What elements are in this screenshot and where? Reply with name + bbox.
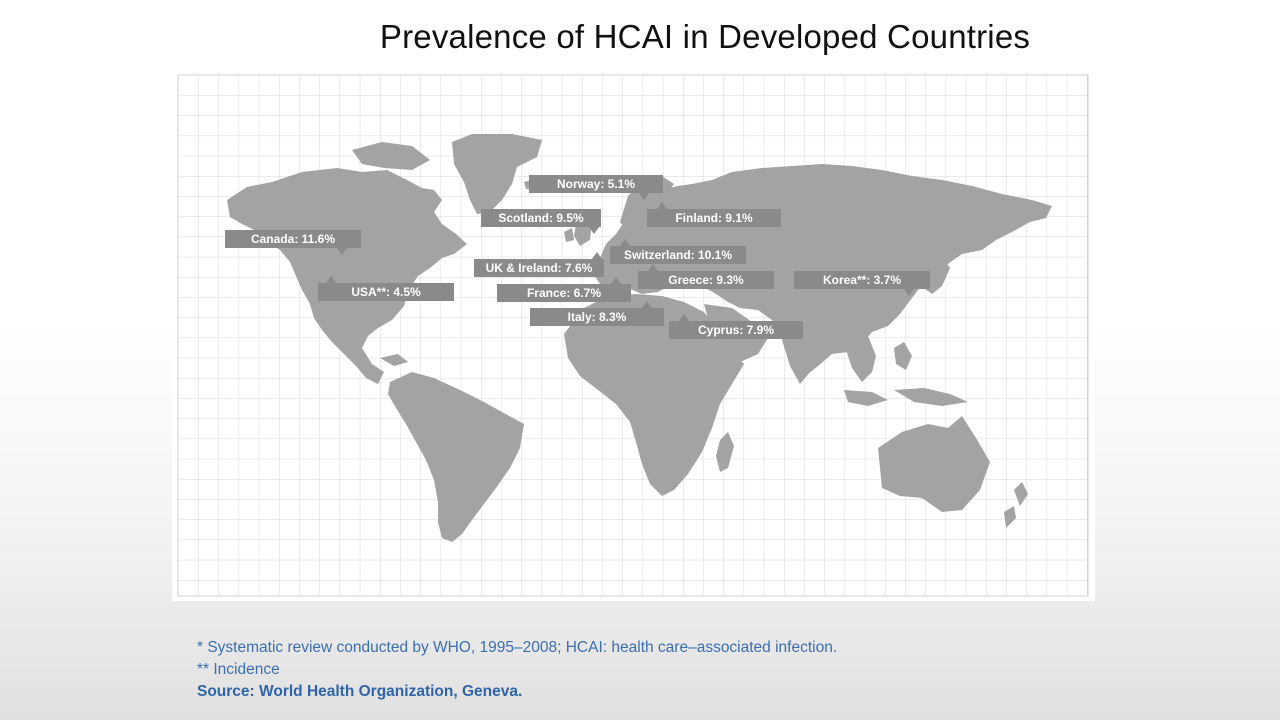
australia [878,416,990,512]
callout-finland: Finland: 9.1% [647,202,781,227]
footnote-incidence: ** Incidence [197,661,280,678]
indonesia-west [844,390,888,406]
world-map-graphic [177,74,1089,597]
callout-scotland: Scotland: 9.5% [481,209,601,234]
africa [564,294,744,496]
caribbean [380,354,408,366]
south-america [388,372,524,542]
callout-greece: Greece: 9.3% [638,264,774,289]
greenland [452,134,542,214]
arctic-islands [352,142,430,170]
callout-norway: Norway: 5.1% [529,175,663,200]
callout-switzerland: Switzerland: 10.1% [610,239,746,264]
callout-france: France: 6.7% [497,277,631,302]
callout-cyprus: Cyprus: 7.9% [669,314,803,339]
callout-uk-ireland: UK & Ireland: 7.6% [474,252,604,277]
ireland [564,228,574,242]
madagascar [716,432,734,472]
callout-canada: Canada: 11.6% [225,230,361,255]
indonesia-east [894,388,968,406]
footnote-systematic-review: * Systematic review conducted by WHO, 19… [197,639,838,656]
world-map: Canada: 11.6% USA**: 4.5% Norway: 5.1% S… [172,72,1095,601]
callout-italy: Italy: 8.3% [530,301,664,326]
slide-title: Prevalence of HCAI in Developed Countrie… [379,18,1031,55]
footnotes: * Systematic review conducted by WHO, 19… [197,637,1097,703]
japan [924,256,950,294]
footnote-source: Source: World Health Organization, Genev… [197,683,523,700]
north-america [227,168,467,384]
southeast-asia [846,330,876,382]
new-zealand-south [1004,506,1016,528]
callout-usa: USA**: 4.5% [318,276,454,301]
philippines [894,342,912,370]
new-zealand [1014,482,1028,506]
callout-korea: Korea**: 3.7% [794,271,930,296]
